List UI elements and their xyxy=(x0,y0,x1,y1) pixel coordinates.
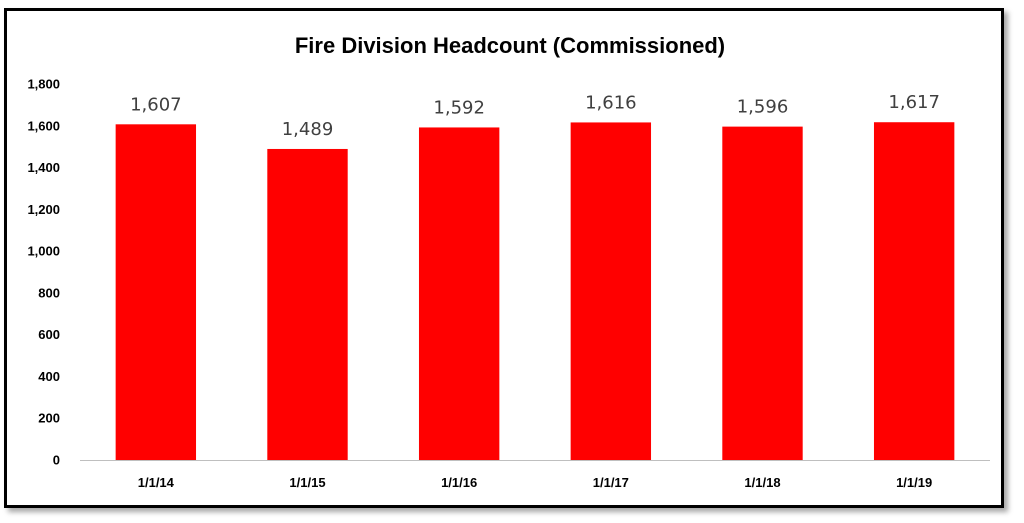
y-tick-label: 800 xyxy=(38,285,60,300)
x-tick-label: 1/1/16 xyxy=(441,475,477,490)
x-tick-label: 1/1/19 xyxy=(896,475,932,490)
bar xyxy=(570,122,652,461)
bars xyxy=(115,122,955,461)
bar xyxy=(722,126,803,460)
y-tick-label: 1,800 xyxy=(27,77,60,92)
y-tick-label: 600 xyxy=(38,327,60,342)
y-tick-label: 1,200 xyxy=(27,202,60,217)
bar xyxy=(267,148,348,460)
y-tick-label: 200 xyxy=(38,411,60,426)
bar xyxy=(418,127,500,461)
data-label: 1,607 xyxy=(130,94,182,115)
data-label: 1,592 xyxy=(433,97,485,118)
x-tick-label: 1/1/18 xyxy=(744,475,780,490)
bar xyxy=(873,122,955,460)
data-label: 1,617 xyxy=(888,92,940,113)
y-tick-label: 1,400 xyxy=(27,160,60,175)
bar xyxy=(115,124,197,460)
x-tick-label: 1/1/17 xyxy=(593,475,629,490)
y-tick-label: 0 xyxy=(53,453,60,468)
y-tick-label: 1,000 xyxy=(27,244,60,259)
y-axis: 0 200 400 600 800 1,000 1,200 1,400 1,600 1,800 xyxy=(27,77,60,468)
data-label: 1,596 xyxy=(737,97,789,118)
x-tick-label: 1/1/15 xyxy=(289,475,325,490)
x-tick-label: 1/1/14 xyxy=(138,475,175,490)
data-label: 1,616 xyxy=(585,92,637,113)
y-tick-label: 1,600 xyxy=(27,118,60,133)
y-tick-label: 400 xyxy=(38,369,60,384)
chart-title: Fire Division Headcount (Commissioned) xyxy=(295,33,725,58)
x-axis: 1/1/14 1/1/15 1/1/16 1/1/17 1/1/18 1/1/19 xyxy=(138,475,932,490)
data-labels: 1,607 1,489 1,592 1,616 1,596 1,617 xyxy=(130,92,940,140)
data-label: 1,489 xyxy=(282,119,334,140)
